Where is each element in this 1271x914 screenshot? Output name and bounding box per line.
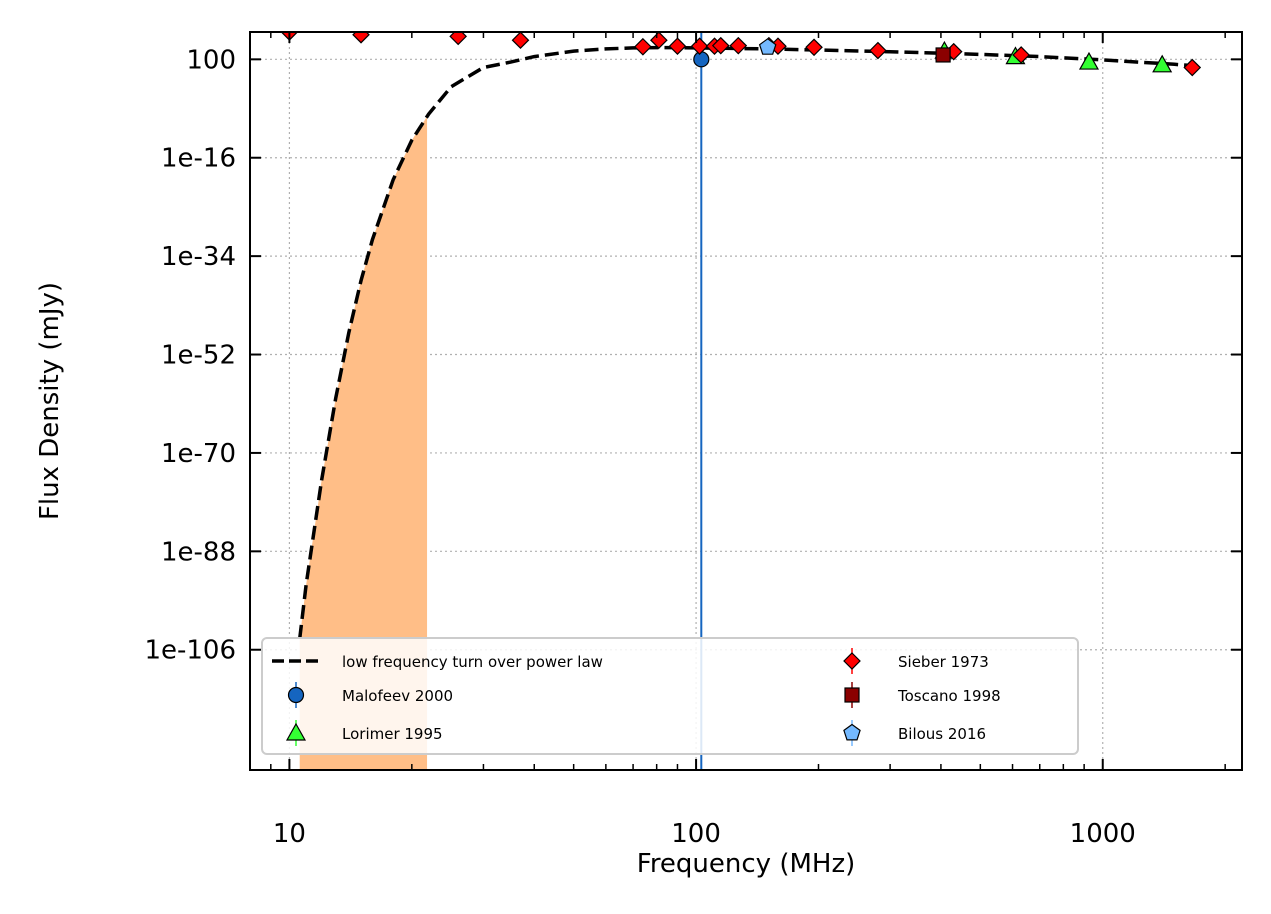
legend-box	[261, 637, 1079, 755]
x-tick-label: 1000	[1070, 819, 1136, 849]
data-point-sieber-1973	[511, 32, 530, 50]
fit-model-layer	[297, 45, 1197, 640]
uncertainty-band-fill	[299, 116, 428, 770]
x-tick-label: 100	[671, 819, 721, 849]
tick-labels: 10 100 1000 100 1e-16 1e-34 1e-52 1e-70 1e-88 1e-…	[144, 45, 1135, 849]
uncertainty-band	[299, 116, 428, 770]
legend-marker-sieber-1973	[843, 652, 861, 670]
plot-frame	[249, 31, 1243, 771]
legend-label-lorimer-1995: Lorimer 1995	[342, 725, 443, 743]
legend-label-bilous-2016: Bilous 2016	[898, 725, 986, 743]
y-axis-title: Flux Density (mJy)	[35, 282, 65, 520]
data-point-lorimer-1995	[1078, 51, 1100, 70]
data-point-sieber-1973	[869, 41, 887, 60]
data-point-sieber-1973	[449, 32, 468, 46]
y-tick-label: 1e-88	[161, 537, 236, 567]
data-point-toscano-1998	[935, 47, 951, 63]
y-tick-label: 1e-34	[161, 242, 236, 272]
legend-marker-lorimer-1995	[285, 722, 307, 741]
data-points-layer	[280, 32, 1202, 77]
legend-fit-label: low frequency turn over power law	[342, 653, 603, 671]
y-tick-label: 1e-106	[144, 636, 236, 666]
data-point-sieber-1973	[634, 37, 652, 56]
y-tick-label: 1e-16	[161, 144, 236, 174]
legend-marker-toscano-1998	[844, 687, 860, 703]
y-tick-label: 1e-70	[161, 439, 236, 469]
legend-label-sieber-1973: Sieber 1973	[898, 653, 989, 671]
fit-curve	[297, 45, 1197, 640]
x-tick-label: 10	[273, 819, 306, 849]
data-point-bilous-2016	[758, 38, 777, 55]
data-point-lorimer-1995	[1152, 54, 1173, 73]
x-axis-title: Frequency (MHz)	[637, 849, 856, 879]
axis-ticks	[249, 32, 1242, 770]
legend-marker-malofeev-2000	[287, 686, 305, 704]
y-tick-label: 100	[186, 45, 236, 75]
data-point-sieber-1973	[729, 36, 748, 55]
legend-label-toscano-1998: Toscano 1998	[897, 687, 1001, 705]
legend-label-malofeev-2000: Malofeev 2000	[342, 687, 453, 705]
data-point-sieber-1973	[1012, 46, 1030, 64]
data-point-sieber-1973	[805, 38, 823, 57]
y-tick-label: 1e-52	[161, 341, 236, 371]
legend: low frequency turn over power law Malofee…	[261, 637, 1079, 755]
data-point-sieber-1973	[711, 36, 730, 55]
data-point-malofeev-2000	[693, 51, 710, 68]
data-point-sieber-1973	[668, 37, 687, 56]
data-point-sieber-1973	[1183, 58, 1202, 77]
data-point-sieber-1973	[650, 32, 668, 50]
legend-marker-bilous-2016	[843, 723, 861, 741]
